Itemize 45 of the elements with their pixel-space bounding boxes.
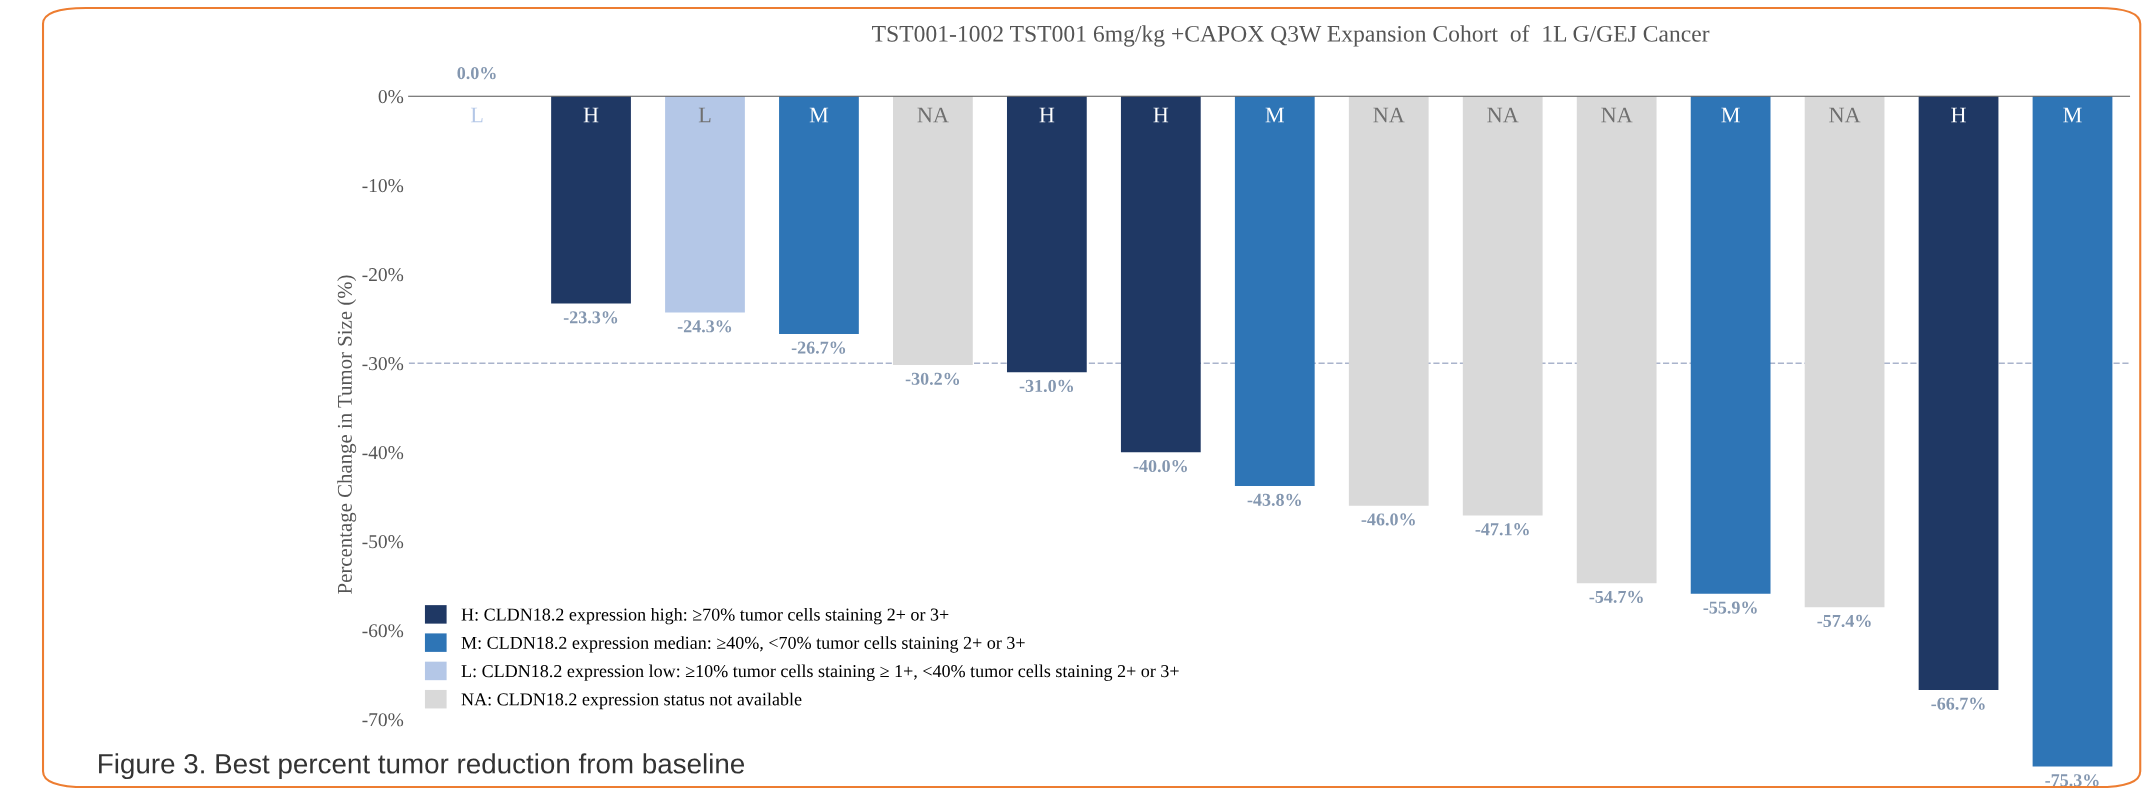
chart-title: TST001-1002 TST001 6mg/kg +CAPOX Q3W Expansion Cohort of 1L G/GEJ Cancer (872, 24, 1710, 47)
data-label: -75.3% (2045, 774, 2099, 787)
y-tick-label: -70% (362, 713, 404, 727)
data-label: -47.1% (1475, 523, 1529, 536)
y-tick-label: -10% (362, 179, 404, 193)
y-tick-label: -40% (362, 446, 404, 460)
data-label: -40.0% (1133, 459, 1187, 473)
x-tick-label: NA (1487, 107, 1519, 123)
legend-label: H: CLDN18.2 expression high: ≥70% tumor cells staining 2+ or 3+ (461, 607, 949, 625)
x-tick-label: H (1153, 107, 1169, 123)
x-tick-label: H (1039, 107, 1055, 123)
data-label: -66.7% (1931, 697, 1985, 710)
data-label: -24.3% (677, 320, 732, 333)
x-tick-label: H (1951, 107, 1966, 123)
x-tick-label: NA (1373, 107, 1405, 123)
data-label: -31.0% (1019, 379, 1074, 393)
x-tick-label: M (1265, 107, 1285, 123)
annotation: Figure 3. Best percent tumor reduction from baseline (99, 753, 745, 780)
x-tick-label: L (698, 107, 711, 123)
y-tick-label: -30% (362, 357, 404, 371)
legend-label: M: CLDN18.2 expression median: ≥40%, <70% tumor cells staining 2+ or 3+ (461, 636, 1025, 653)
x-tick-label: NA (1829, 107, 1861, 123)
y-tick-label: -50% (362, 535, 404, 549)
data-label: 0.0% (457, 66, 496, 80)
y-tick-label: -60% (362, 624, 404, 638)
data-label: -30.2% (905, 372, 960, 385)
x-tick-label: M (2063, 107, 2082, 123)
legend-label: L: CLDN18.2 expression low: ≥10% tumor cells staining ≥ 1+, <40% tumor cells staining 2+ or 3+ (461, 664, 1179, 681)
x-tick-label: L (470, 107, 483, 123)
data-label: -46.0% (1361, 513, 1415, 526)
x-tick-label: H (583, 107, 599, 123)
x-tick-label: M (1721, 107, 1740, 123)
data-label: -43.8% (1247, 493, 1301, 507)
y-tick-label: -20% (362, 268, 404, 282)
x-tick-label: NA (917, 107, 949, 123)
y-axis-title: Percentage Change in Tumor Size (%) (337, 275, 357, 594)
data-label: -23.3% (563, 311, 618, 324)
legend-label: NA: CLDN18.2 expression status not available (461, 692, 802, 710)
x-tick-label: NA (1601, 107, 1633, 123)
data-label: -57.4% (1817, 614, 1871, 628)
x-tick-label: M (809, 107, 829, 123)
y-tick-label: 0% (378, 90, 404, 104)
data-label: -54.7% (1589, 590, 1643, 604)
data-label: -55.9% (1703, 601, 1757, 614)
data-label: -26.7% (791, 341, 846, 354)
